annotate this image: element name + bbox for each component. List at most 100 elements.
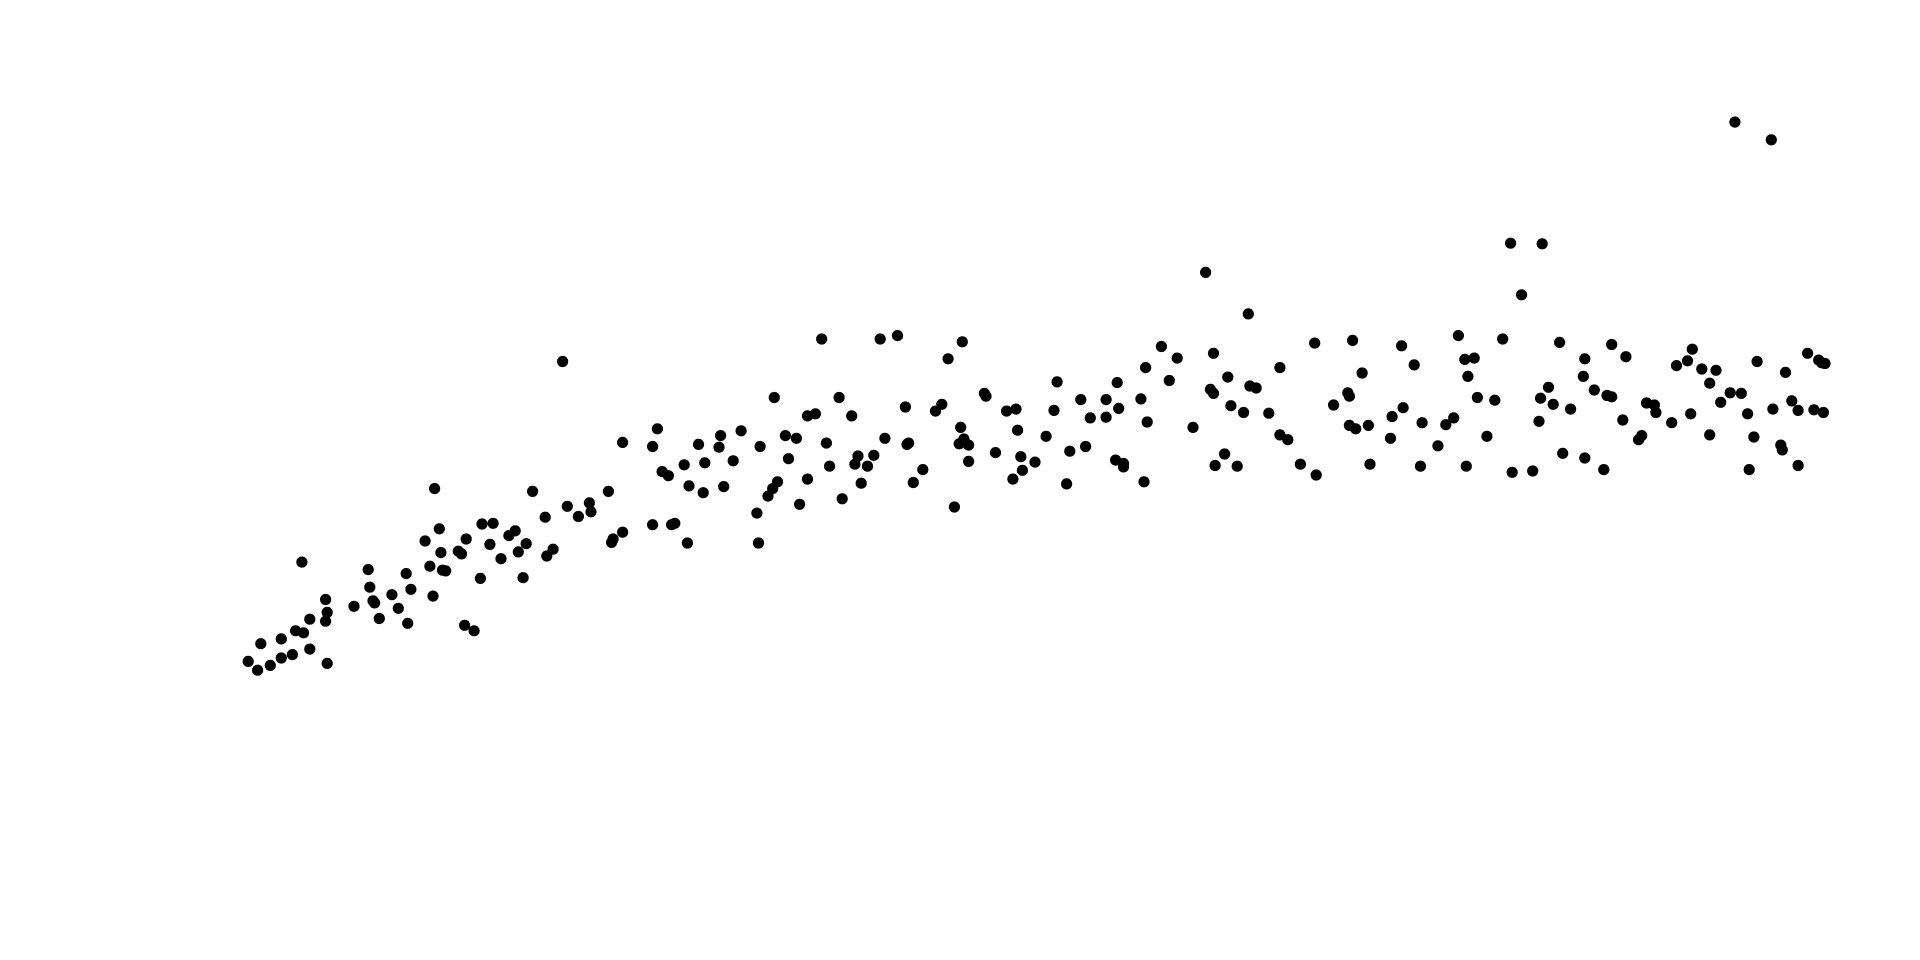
data-point	[1533, 415, 1545, 427]
data-point	[948, 501, 961, 513]
data-point	[980, 390, 992, 402]
data-point	[1111, 377, 1123, 389]
data-point	[297, 627, 310, 639]
data-point	[405, 583, 417, 595]
data-point	[607, 533, 619, 545]
data-point	[296, 556, 308, 568]
data-point	[662, 470, 675, 482]
data-point	[647, 440, 659, 453]
data-point	[1735, 387, 1747, 399]
data-point	[683, 480, 695, 492]
data-point	[541, 550, 553, 562]
data-point	[440, 565, 452, 577]
data-point	[1724, 387, 1736, 399]
data-point	[1408, 359, 1420, 371]
data-point	[484, 538, 496, 551]
data-point	[1601, 389, 1613, 402]
data-point	[727, 455, 739, 467]
data-point	[1309, 337, 1321, 349]
data-point	[1588, 384, 1600, 396]
data-point	[1751, 355, 1763, 368]
data-point	[752, 537, 765, 549]
data-point	[1786, 395, 1798, 407]
data-point	[956, 336, 968, 348]
data-point	[1617, 414, 1629, 426]
data-point	[929, 405, 942, 417]
data-point	[1207, 347, 1220, 359]
data-point	[362, 564, 374, 576]
data-point	[1416, 417, 1428, 429]
data-point	[487, 517, 499, 529]
data-point	[435, 547, 447, 559]
data-point	[1200, 266, 1212, 278]
data-point	[1536, 238, 1548, 250]
data-point	[1117, 461, 1130, 473]
data-point	[242, 655, 254, 668]
data-point	[424, 560, 436, 572]
data-point	[768, 391, 780, 404]
data-point	[1386, 411, 1398, 423]
data-point	[1648, 399, 1660, 411]
data-point	[715, 430, 727, 442]
data-point	[771, 476, 784, 488]
data-point	[1048, 404, 1060, 416]
data-point	[468, 625, 480, 637]
data-point	[852, 450, 864, 462]
data-point	[1808, 404, 1820, 416]
data-point	[602, 485, 615, 497]
data-point	[666, 519, 678, 531]
data-point	[1462, 370, 1474, 382]
data-point	[369, 597, 381, 609]
data-point	[1016, 464, 1028, 476]
data-point	[460, 533, 472, 545]
data-point	[899, 401, 912, 413]
data-point	[713, 441, 725, 453]
data-point	[1342, 387, 1354, 399]
data-point	[1141, 416, 1153, 428]
data-point	[364, 581, 376, 593]
data-point	[1051, 376, 1063, 388]
data-point	[692, 438, 705, 450]
data-point	[495, 553, 507, 565]
data-point	[1064, 445, 1076, 457]
data-point	[1776, 444, 1788, 456]
data-point	[1061, 478, 1073, 490]
data-point	[1460, 460, 1472, 472]
data-point	[879, 432, 891, 444]
data-point	[1792, 459, 1804, 472]
data-point	[1497, 333, 1509, 345]
data-point	[681, 537, 694, 549]
data-point	[1557, 447, 1569, 459]
data-point	[1471, 391, 1483, 404]
data-point	[891, 330, 904, 342]
data-point	[539, 511, 551, 523]
data-point	[1666, 417, 1678, 429]
data-point	[1396, 340, 1408, 352]
data-point	[509, 525, 521, 537]
data-point	[1231, 460, 1243, 472]
data-point	[1242, 308, 1254, 320]
data-point	[1579, 353, 1591, 365]
data-point	[678, 459, 690, 471]
data-point	[1155, 340, 1167, 353]
data-point	[868, 449, 880, 461]
data-point	[942, 353, 954, 365]
data-point	[1138, 476, 1150, 488]
data-point	[512, 546, 524, 558]
data-point	[907, 476, 919, 489]
data-point	[1012, 424, 1024, 436]
data-point	[1310, 469, 1322, 481]
data-point	[794, 498, 806, 510]
data-point	[1274, 362, 1286, 374]
data-point	[1219, 448, 1231, 460]
data-point	[1696, 363, 1708, 375]
data-point	[304, 643, 316, 655]
data-point	[1100, 411, 1112, 423]
data-point	[718, 481, 730, 493]
data-point	[517, 572, 529, 584]
data-point	[651, 423, 664, 435]
data-point	[779, 430, 792, 442]
data-point	[1356, 367, 1368, 379]
data-point	[1010, 403, 1022, 415]
